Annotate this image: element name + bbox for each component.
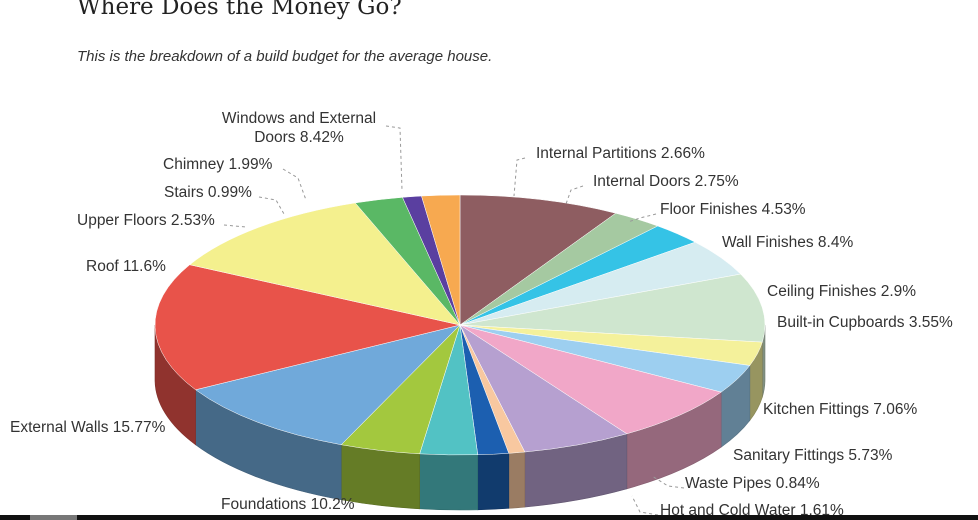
slice-kitchen-fittings <box>459 324 722 435</box>
slice-label-upper-floors: Upper Floors 2.53% <box>77 212 215 229</box>
slice-foundations <box>194 324 461 446</box>
bottom-scroll-bar <box>0 515 978 520</box>
slice-label-waste-pipes: Waste Pipes 0.84% <box>685 475 820 492</box>
page-subtitle: This is the breakdown of a build budget … <box>77 48 493 65</box>
slice-label-windows-and-external-doors: Doors 8.42% <box>254 129 344 146</box>
slice-labels: Windows and External Doors 8.42% Internal … <box>10 110 953 519</box>
slice-label-chimney: Chimney 1.99% <box>163 156 273 173</box>
slice-label-windows-and-external-doors: Windows and External <box>222 110 376 127</box>
slice-side-waste-pipes <box>508 451 526 509</box>
leader-line <box>385 125 403 191</box>
slice-label-foundations: Foundations 10.2% <box>221 496 355 513</box>
slice-wall-finishes <box>459 273 766 343</box>
slice-label-ceiling-finishes: Ceiling Finishes 2.9% <box>767 283 916 300</box>
slice-side-unlabeled <box>419 453 479 511</box>
slice-chimney <box>421 194 461 326</box>
slice-roof <box>189 202 461 326</box>
slice-label-stairs: Stairs 0.99% <box>164 184 252 201</box>
leader-line <box>258 196 285 215</box>
slice-label-sanitary-fittings: Sanitary Fittings 5.73% <box>733 447 893 464</box>
slice-label-internal-doors: Internal Doors 2.75% <box>593 173 739 190</box>
leader-line <box>223 224 247 228</box>
slice-label-floor-finishes: Floor Finishes 4.53% <box>660 201 806 218</box>
slice-windows-and-external-doors <box>459 194 617 326</box>
slice-label-hot-and-cold-water: Hot and Cold Water 1.61% <box>660 502 844 519</box>
slice-label-kitchen-fittings: Kitchen Fittings 7.06% <box>763 401 917 418</box>
slice-label-wall-finishes: Wall Finishes 8.4% <box>722 234 853 251</box>
page-title: Where Does the Money Go? <box>77 0 402 20</box>
bottom-scroll-thumb <box>30 515 77 520</box>
slice-label-built-in-cupboards: Built-in Cupboards 3.55% <box>777 314 953 331</box>
leader-line <box>627 213 657 223</box>
slice-external-walls <box>154 264 461 391</box>
leader-line <box>631 495 659 516</box>
pie-top-layer <box>154 194 766 456</box>
leader-line <box>282 168 307 201</box>
slice-label-roof: Roof 11.6% <box>86 258 166 275</box>
slice-label-internal-partitions: Internal Partitions 2.66% <box>536 145 705 162</box>
leader-line <box>513 157 526 197</box>
leader-lines <box>223 125 685 516</box>
slice-side-hot-and-cold-water <box>477 453 510 511</box>
slice-label-external-walls: External Walls 15.77% <box>10 419 166 436</box>
leader-line <box>565 185 584 205</box>
